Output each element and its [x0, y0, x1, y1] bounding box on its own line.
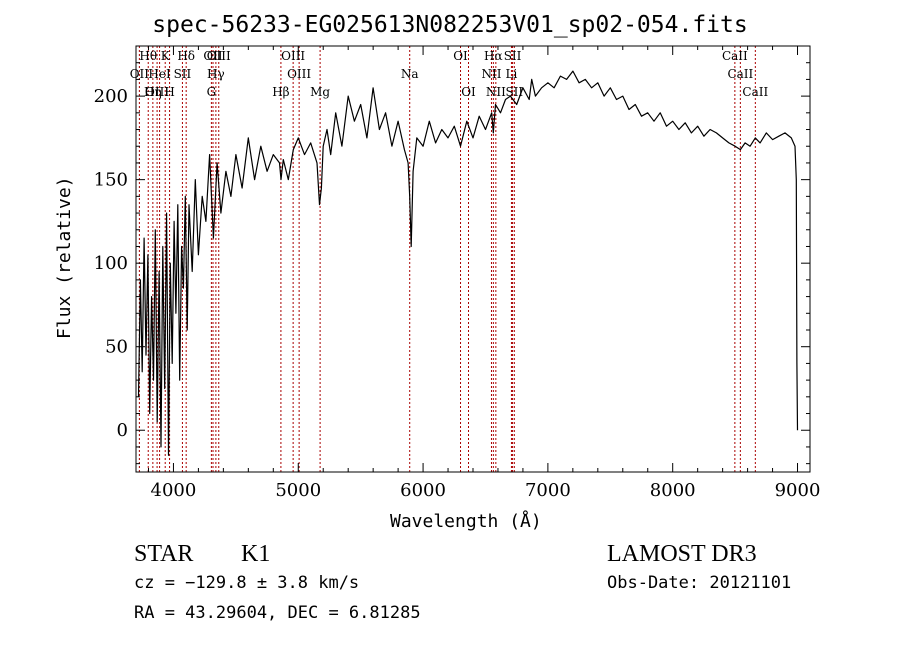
line-label: G [207, 85, 217, 99]
line-label: OI [461, 85, 476, 99]
y-tick-label: 0 [117, 420, 128, 441]
line-label: Hγ [207, 67, 225, 81]
x-axis-label: Wavelength (Å) [390, 511, 542, 532]
line-label: OIII [207, 49, 231, 63]
observation-date: Obs-Date: 20121101 [607, 573, 792, 593]
line-label: SII [504, 49, 522, 63]
x-tick-label: 7000 [525, 480, 571, 501]
y-tick-label: 150 [94, 170, 128, 191]
line-label-layer: HθOIIOIIIHηKHeIHHδSIIOIIHγGOIIIHβOIIIOII… [130, 49, 769, 99]
line-label: OII [130, 67, 150, 81]
x-tick-label: 4000 [151, 480, 197, 501]
line-label: OIII [287, 67, 311, 81]
line-label: CaII [727, 67, 753, 81]
x-tick-label: 9000 [775, 480, 821, 501]
y-tick-label: 50 [105, 337, 128, 358]
object-class: STAR [134, 541, 194, 567]
line-label: Hη [144, 85, 162, 99]
line-label: CaII [722, 49, 748, 63]
series-line [137, 70, 799, 456]
line-label: Hθ [139, 49, 157, 63]
line-label: SII [505, 85, 523, 99]
line-label: HeI [148, 67, 171, 81]
redshift-velocity: cz = −129.8 ± 3.8 km/s [134, 573, 360, 593]
line-label: Hβ [272, 85, 289, 99]
line-label: Hδ [177, 49, 195, 63]
x-tick-label: 5000 [275, 480, 321, 501]
line-label: Mg [310, 85, 330, 99]
survey-name: LAMOST DR3 [607, 541, 757, 567]
y-tick-label: 200 [94, 86, 128, 107]
x-tick-label: 6000 [400, 480, 446, 501]
axis-layer: 4000 5000 6000 7000 8000 9000 0 50 100 150 200 [94, 45, 821, 501]
line-label: Hα [484, 49, 503, 63]
y-axis-label: Flux (relative) [54, 176, 75, 339]
line-label: NII [486, 85, 506, 99]
line-label: OIII [281, 49, 305, 63]
line-label: OII [203, 49, 223, 63]
line-label: H [164, 85, 174, 99]
object-subclass: K1 [241, 541, 271, 567]
line-label: OIII [145, 85, 169, 99]
coordinates: RA = 43.29604, DEC = 6.81285 [134, 603, 421, 623]
series-layer [137, 70, 799, 456]
line-label: SII [174, 67, 192, 81]
line-label: K [161, 49, 171, 63]
line-label: Li [506, 67, 518, 81]
y-tick-label: 100 [94, 253, 128, 274]
line-label: NII [481, 67, 501, 81]
x-tick-label: 8000 [650, 480, 696, 501]
line-label: OI [453, 49, 468, 63]
chart-title: spec-56233-EG025613N082253V01_sp02-054.f… [152, 12, 748, 38]
line-label: CaII [742, 85, 768, 99]
line-label: Na [401, 67, 419, 81]
